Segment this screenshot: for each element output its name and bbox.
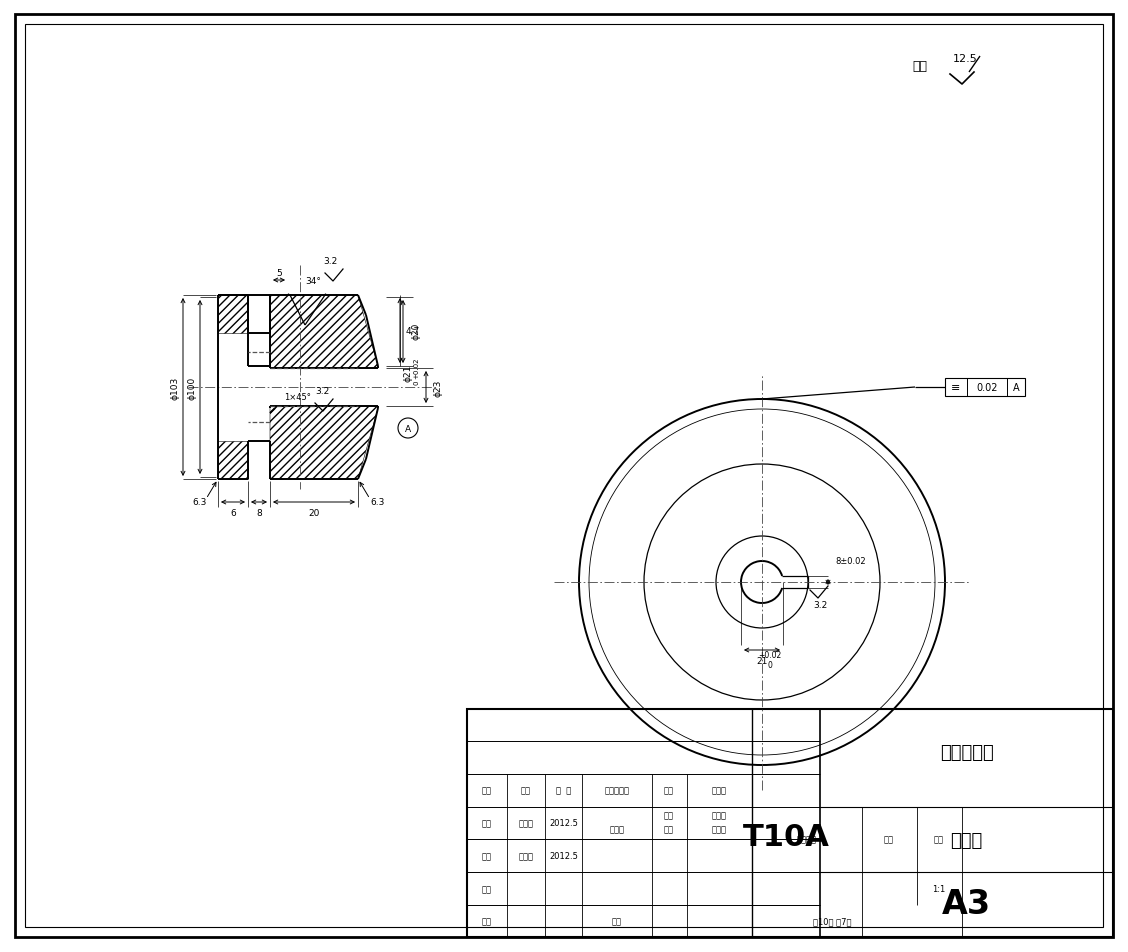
Text: 标准化: 标准化 [609,824,625,834]
Text: 年月日: 年月日 [712,811,726,820]
Text: ϕ23: ϕ23 [433,379,442,396]
Text: ϕ100: ϕ100 [187,376,196,399]
Text: ϕ20: ϕ20 [412,323,421,340]
Text: A3: A3 [942,887,992,921]
Text: 1×45°: 1×45° [284,392,311,401]
Text: 6: 6 [230,508,236,517]
Text: ϕ21: ϕ21 [404,364,413,382]
Text: 其余: 其余 [913,60,927,73]
Text: 20: 20 [308,508,319,517]
Text: 重量: 重量 [884,835,895,843]
Text: 0: 0 [413,381,418,385]
Text: 年月日: 年月日 [712,824,726,834]
Text: 12.5: 12.5 [953,54,977,64]
Text: 绘图: 绘图 [482,852,492,861]
Text: 3.2: 3.2 [323,257,337,267]
Bar [467,709,1113,937]
Text: 1:1: 1:1 [933,884,945,894]
Text: 标记: 标记 [482,785,492,795]
Text: 具10张 第7张: 具10张 第7张 [813,917,852,925]
Text: 4.7: 4.7 [406,327,420,336]
Text: 比例: 比例 [934,835,944,843]
Text: 处数: 处数 [521,785,531,795]
Text: 唐山伟: 唐山伟 [519,819,534,827]
Text: 审核: 审核 [482,884,492,894]
Text: 签名: 签名 [664,811,675,820]
Text: 标准: 标准 [613,917,622,925]
Text: 2012.5: 2012.5 [549,819,579,827]
Text: 8±0.02: 8±0.02 [835,557,865,565]
Text: 更改文件号: 更改文件号 [605,785,629,795]
Text: 工艺: 工艺 [482,917,492,925]
Text: 塔里木大学: 塔里木大学 [940,744,994,762]
Text: 0.02: 0.02 [976,383,998,392]
Text: 6.3: 6.3 [371,498,385,507]
Text: 0: 0 [767,660,773,669]
Text: 8: 8 [256,508,262,517]
Text: 唐山伟: 唐山伟 [519,852,534,861]
Bar [945,379,1025,397]
Text: 2012.5: 2012.5 [549,852,579,861]
Text: +0.02: +0.02 [758,651,782,660]
Text: 年月日: 年月日 [712,785,726,795]
Text: 3.2: 3.2 [315,387,329,395]
Text: 大带轮: 大带轮 [951,831,982,849]
Text: 5: 5 [276,269,282,278]
Text: T10A: T10A [742,823,829,852]
Text: ϕ103: ϕ103 [170,376,179,399]
Text: 签名: 签名 [664,824,675,834]
Text: 34°: 34° [305,277,321,287]
Text: 6.3: 6.3 [193,498,208,507]
Text: 3.2: 3.2 [813,600,827,609]
Text: A: A [1013,383,1020,392]
Text: +0.02: +0.02 [413,357,418,378]
Text: 阶段标记: 阶段标记 [797,835,817,843]
Text: 21: 21 [756,656,768,664]
Text: ≡: ≡ [951,383,961,392]
Text: A: A [405,424,411,433]
Text: 签名: 签名 [664,785,675,795]
Text: 分  区: 分 区 [556,785,572,795]
Text: 设计: 设计 [482,819,492,827]
